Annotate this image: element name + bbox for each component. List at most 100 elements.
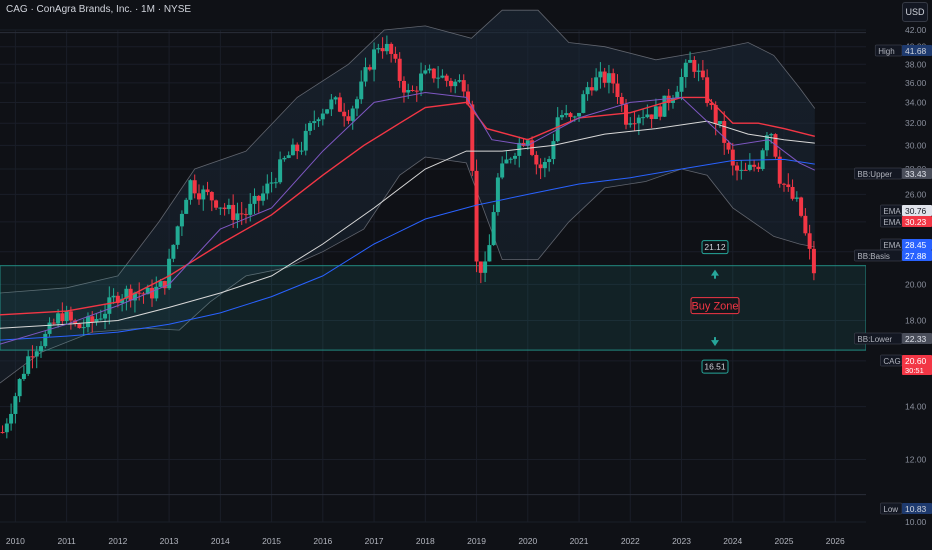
candle-body (218, 207, 223, 209)
candle-body (717, 121, 722, 124)
currency-button[interactable]: USD (902, 2, 928, 22)
candle-body (90, 316, 95, 323)
candle-body (461, 80, 466, 92)
candle-body (98, 318, 103, 320)
price-axis[interactable]: 10.0012.0014.0016.0018.0020.0022.0024.00… (866, 0, 932, 550)
candle-body (645, 114, 650, 118)
candle-body (81, 327, 86, 329)
time-axis-bg (0, 534, 932, 550)
time-tick-label: 2018 (416, 536, 435, 546)
candle-body (205, 189, 210, 193)
candle-body (799, 197, 804, 216)
candle-body (337, 97, 342, 112)
candle-body (179, 213, 184, 227)
time-tick-label: 2014 (211, 536, 230, 546)
candle-body (632, 123, 637, 125)
candle-body (470, 104, 475, 171)
candle-body (269, 182, 274, 184)
candle-body (705, 77, 710, 104)
time-tick-label: 2024 (723, 536, 742, 546)
candle-body (308, 123, 313, 131)
candle-body (346, 116, 351, 121)
candle-body (457, 80, 462, 82)
moving-averages (0, 91, 816, 345)
candle-body (17, 379, 22, 397)
candle-body (60, 313, 65, 322)
price-label-name: BB:Upper (857, 170, 892, 179)
price-label-value: 30.76 (905, 206, 927, 216)
candle-body (209, 192, 214, 201)
candle-body (252, 195, 257, 204)
price-tick-label: 18.00 (905, 315, 927, 325)
candle-body (320, 113, 325, 120)
time-tick-label: 2017 (365, 536, 384, 546)
candle-body (419, 73, 424, 91)
candle-body (184, 199, 189, 214)
price-tick-label: 36.00 (905, 78, 927, 88)
candle-body (606, 73, 611, 83)
candle-body (436, 77, 441, 79)
price-label-name: CAG (883, 357, 900, 366)
candle-body (367, 67, 372, 70)
candle-body (807, 233, 812, 249)
candle-body (692, 59, 697, 72)
price-label-value-bg (902, 333, 932, 344)
price-label-value-bg (902, 168, 932, 179)
candle-body (286, 155, 291, 158)
candle-body (478, 261, 483, 273)
candle-body (226, 204, 231, 210)
candle-body (615, 83, 620, 97)
candle-body (85, 316, 90, 328)
candle-body (589, 87, 594, 91)
candle-body (9, 413, 14, 424)
time-tick-label: 2025 (775, 536, 794, 546)
candle-body (666, 95, 671, 103)
candle-body (68, 311, 73, 321)
candle-body (675, 91, 680, 99)
candle-body (525, 140, 530, 146)
candle-body (653, 106, 658, 120)
price-label-value: 22.33 (905, 334, 927, 344)
candle-body (602, 71, 607, 83)
candle-body (30, 356, 35, 358)
buy-zone-annotations: 21.12 Buy Zone 16.51 (690, 240, 740, 374)
candle-body (410, 89, 415, 91)
candle-body (359, 81, 364, 100)
candle-body (598, 71, 603, 78)
candle-body (431, 68, 436, 79)
price-tick-label: 42.00 (905, 25, 927, 35)
price-label-value-bg (902, 205, 932, 216)
candle-body (167, 258, 172, 289)
price-label-value-bg (902, 355, 932, 375)
candle-body (111, 295, 116, 298)
candle-body (137, 292, 142, 294)
price-label-countdown: 30:51 (905, 366, 924, 375)
candle-body (662, 95, 667, 117)
candle-body (77, 323, 82, 329)
time-tick-label: 2019 (467, 536, 486, 546)
candle-body (739, 169, 744, 171)
candle-body (261, 193, 266, 201)
candle-body (756, 166, 761, 170)
candle-body (406, 89, 411, 93)
price-tick-label: 32.00 (905, 118, 927, 128)
candle-body (722, 121, 727, 143)
candle-body (735, 165, 740, 171)
candle-body (21, 373, 26, 380)
candle-body (145, 287, 150, 295)
candle-body (794, 197, 799, 199)
candle-body (679, 77, 684, 92)
candle-body (700, 70, 705, 78)
time-axis[interactable]: 2010 2011 2012 2013 2014 2015 2016 2017 2018 2019… (0, 534, 932, 550)
ma-line-2 (0, 158, 815, 341)
candle-body (107, 297, 112, 314)
buy-zone-label-box (690, 297, 740, 315)
price-label-name: BB:Basis (857, 252, 889, 261)
candle-body (38, 346, 43, 352)
candle-body (94, 319, 99, 323)
zone-top-value-box (701, 240, 729, 255)
candle-body (299, 150, 304, 152)
candle-body (508, 158, 513, 160)
price-axis-bg (866, 0, 932, 550)
